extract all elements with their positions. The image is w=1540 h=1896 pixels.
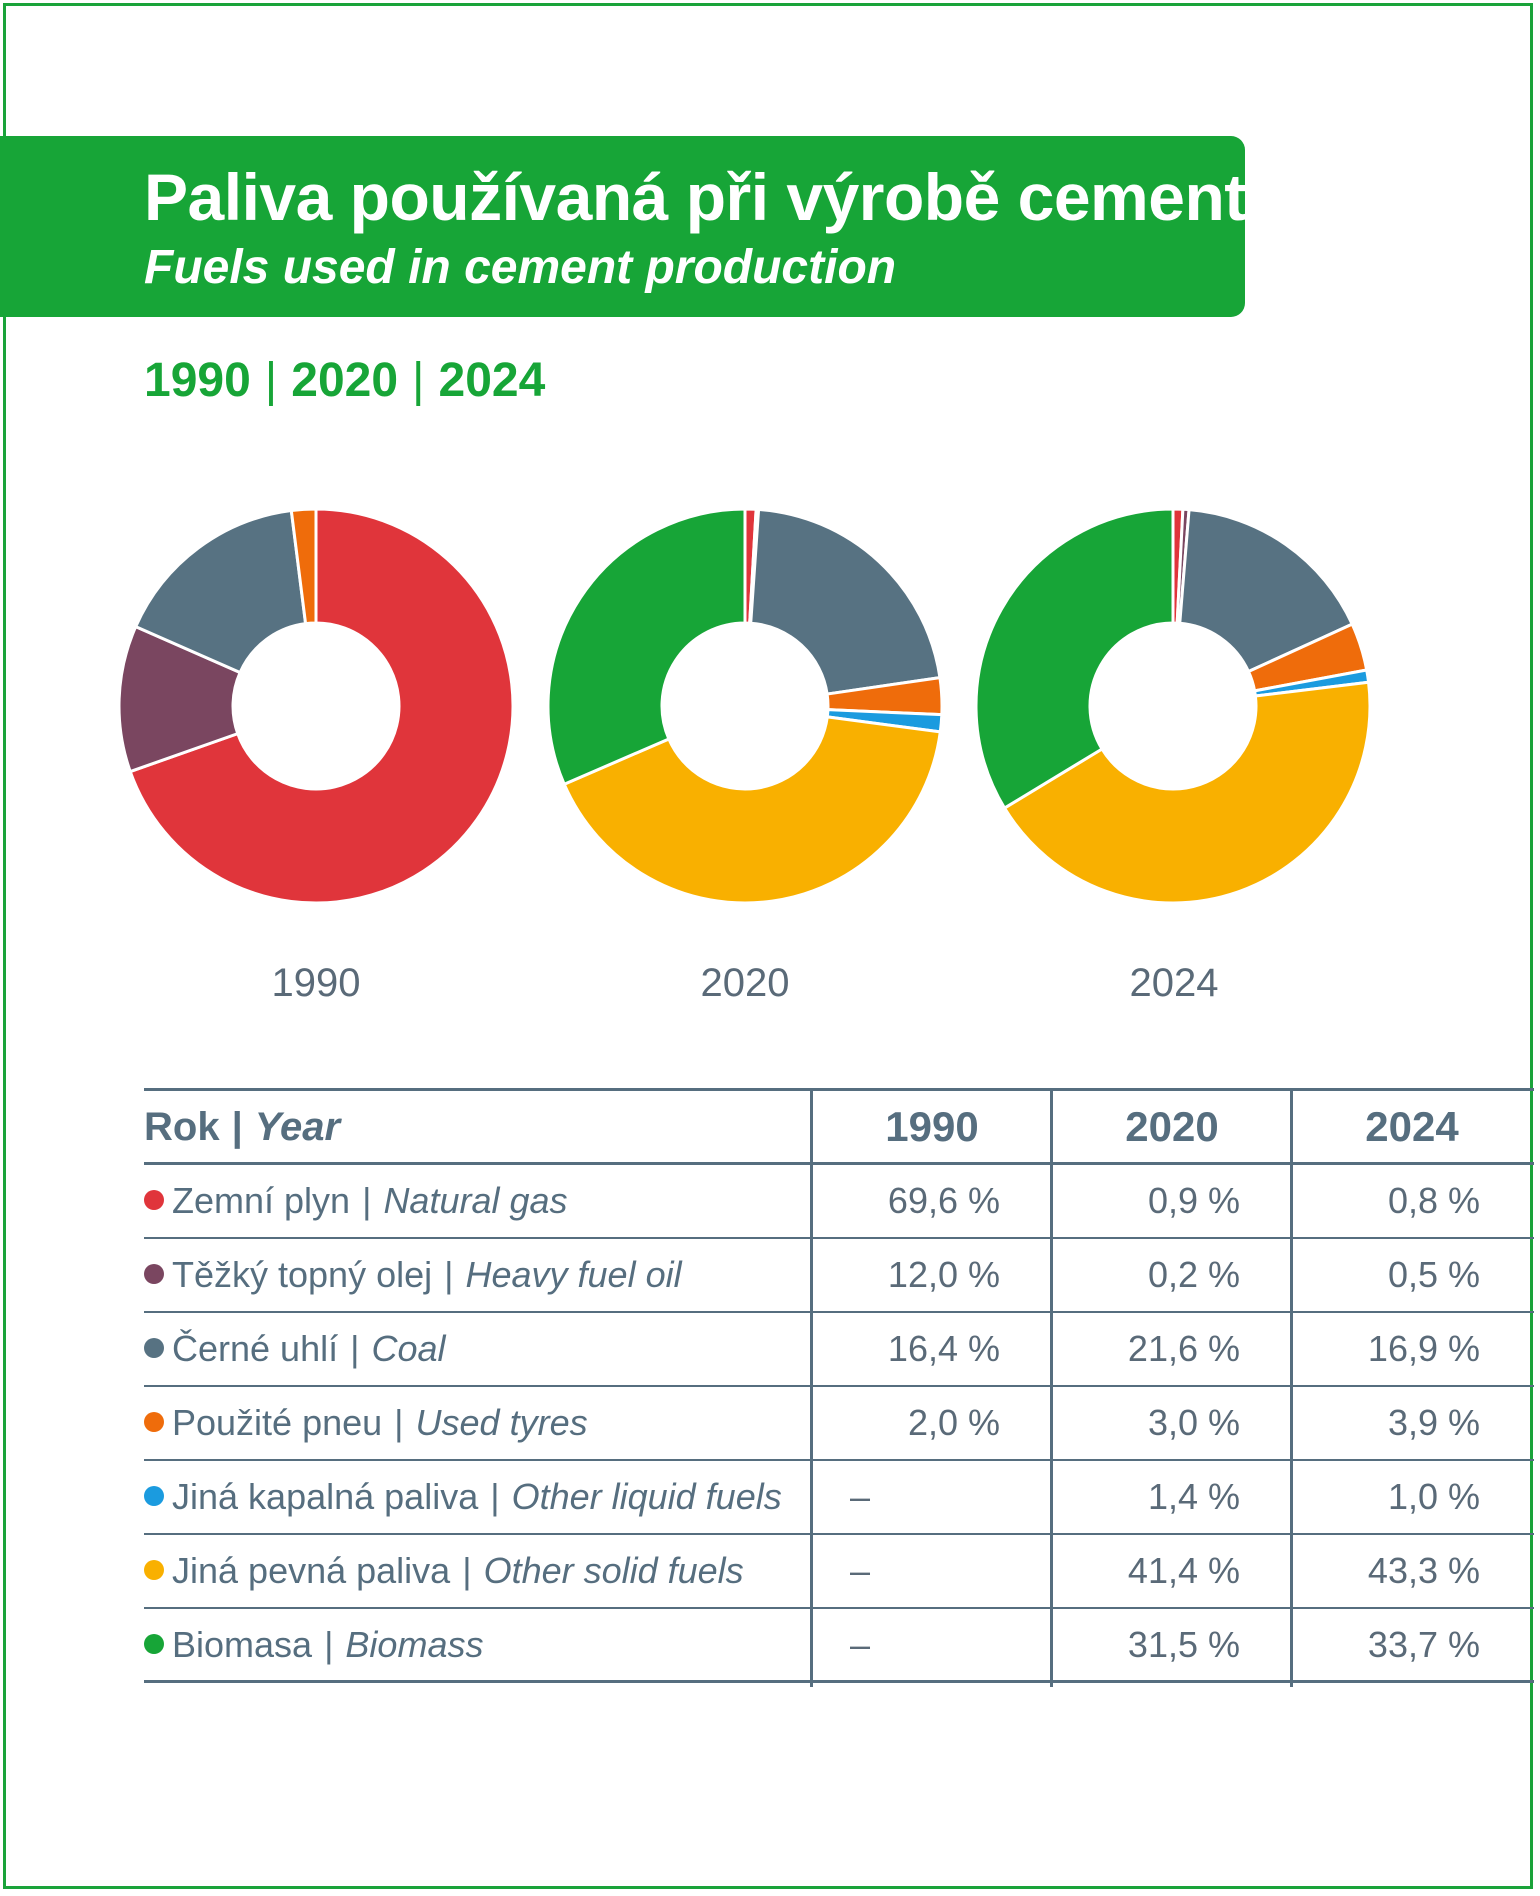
row-label-separator: | <box>362 1180 372 1221</box>
row-label: Jiná pevná paliva | Other solid fuels <box>144 1535 744 1607</box>
row-label-separator: | <box>394 1402 404 1443</box>
cell-1990: 69,6 % <box>887 1180 1000 1221</box>
table-header-label: Rok | Year <box>144 1091 340 1163</box>
page-frame <box>3 3 1533 1889</box>
row-label-en: Other liquid fuels <box>511 1476 782 1517</box>
years-heading-separator: | <box>412 354 425 407</box>
row-label-separator: | <box>490 1476 500 1517</box>
row-label: Jiná kapalná paliva | Other liquid fuels <box>144 1461 782 1533</box>
row-label-cz: Biomasa <box>172 1624 313 1665</box>
row-label-cz: Jiná kapalná paliva <box>172 1476 479 1517</box>
header-col-1990: 1990 <box>885 1103 979 1150</box>
cell-2024: 43,3 % <box>1367 1550 1480 1591</box>
title-banner <box>0 136 1245 317</box>
row-label-cz: Černé uhlí <box>172 1328 339 1369</box>
cell-2020: 3,0 % <box>1147 1402 1240 1443</box>
years-heading: 1990 | 2020 | 2024 <box>144 353 545 409</box>
row-label-separator: | <box>462 1550 472 1591</box>
legend-dot-icon <box>144 1264 164 1285</box>
table-row: Biomasa | Biomass – 31,5 % 33,7 % <box>144 1609 1534 1683</box>
cell-2024: 0,5 % <box>1387 1254 1480 1295</box>
table-row: Černé uhlí | Coal 16,4 % 21,6 % 16,9 % <box>144 1313 1534 1387</box>
row-label-en: Coal <box>371 1328 446 1369</box>
legend-dot-icon <box>144 1634 164 1655</box>
table-row: Použité pneu | Used tyres 2,0 % 3,0 % 3,9 % <box>144 1387 1534 1461</box>
donut-charts <box>117 507 1372 905</box>
legend-dot-icon <box>144 1338 164 1359</box>
cell-2020: 0,9 % <box>1147 1180 1240 1221</box>
years-heading-separator: | <box>264 354 278 407</box>
donut-slice-2020-other_solid <box>562 715 942 905</box>
row-label-en: Heavy fuel oil <box>465 1254 682 1295</box>
cell-1990: – <box>849 1476 871 1517</box>
cell-2020: 1,4 % <box>1147 1476 1240 1517</box>
legend-dot-icon <box>144 1486 164 1507</box>
row-label: Černé uhlí | Coal <box>144 1313 446 1385</box>
table-header-row: Rok | Year 1990 2020 2024 <box>144 1091 1534 1165</box>
cell-2020: 41,4 % <box>1127 1550 1240 1591</box>
cell-2024: 3,9 % <box>1387 1402 1480 1443</box>
table-vline <box>810 1091 813 1687</box>
row-label-cz: Jiná pevná paliva <box>172 1550 451 1591</box>
row-label-cz: Těžký topný olej <box>172 1254 433 1295</box>
row-label-separator: | <box>324 1624 334 1665</box>
table-top-rule <box>144 1088 1534 1091</box>
cell-2024: 33,7 % <box>1367 1624 1480 1665</box>
legend-dot-icon <box>144 1560 164 1581</box>
row-label-en: Natural gas <box>383 1180 568 1221</box>
table-row: Jiná kapalná paliva | Other liquid fuels – 1… <box>144 1461 1534 1535</box>
years-heading-2020: 2020 <box>291 354 399 407</box>
cell-1990: 16,4 % <box>887 1328 1000 1369</box>
table-row: Těžký topný olej | Heavy fuel oil 12,0 % 0,2… <box>144 1239 1534 1313</box>
cell-2024: 1,0 % <box>1387 1476 1480 1517</box>
row-label-en: Biomass <box>345 1624 484 1665</box>
table-row: Jiná pevná paliva | Other solid fuels – 41,4… <box>144 1535 1534 1609</box>
donut-slice-1990-natural_gas <box>128 507 515 905</box>
cell-2024: 16,9 % <box>1367 1328 1480 1369</box>
donut-slice-2024-other_solid <box>1002 680 1372 905</box>
donut-slice-2020-biomass <box>546 507 747 786</box>
chart-label-2020: 2020 <box>700 961 790 1005</box>
page-subtitle: Fuels used in cement production <box>144 241 897 294</box>
legend-dot-icon <box>144 1412 164 1433</box>
header-separator: | <box>231 1105 243 1149</box>
row-label: Těžký topný olej | Heavy fuel oil <box>144 1239 682 1311</box>
row-label: Biomasa | Biomass <box>144 1609 483 1681</box>
cell-2020: 0,2 % <box>1147 1254 1240 1295</box>
donut-slice-2024-biomass <box>974 507 1175 810</box>
cell-1990: 2,0 % <box>907 1402 1000 1443</box>
row-label: Zemní plyn | Natural gas <box>144 1165 568 1237</box>
row-label-separator: | <box>444 1254 454 1295</box>
legend-dot-icon <box>144 1190 164 1211</box>
table-vline <box>1290 1091 1293 1687</box>
row-label: Použité pneu | Used tyres <box>144 1387 588 1459</box>
cell-2024: 0,8 % <box>1387 1180 1480 1221</box>
row-label-separator: | <box>350 1328 360 1369</box>
header-cz: Rok <box>144 1105 220 1149</box>
row-label-en: Other solid fuels <box>483 1550 744 1591</box>
table-row: Zemní plyn | Natural gas 69,6 % 0,9 % 0,8 % <box>144 1165 1534 1239</box>
years-heading-2024: 2024 <box>438 354 546 407</box>
cell-1990: 12,0 % <box>887 1254 1000 1295</box>
header-col-2024: 2024 <box>1365 1103 1459 1150</box>
donut-slice-1990-used_tyres <box>289 507 318 626</box>
row-label-cz: Zemní plyn <box>172 1180 351 1221</box>
page-title: Paliva používaná při výrobě cementu <box>144 160 1286 234</box>
donut-slice-2024-coal <box>1178 508 1354 674</box>
donut-slice-1990-coal <box>134 509 308 675</box>
cell-2020: 21,6 % <box>1127 1328 1240 1369</box>
row-label-cz: Použité pneu <box>172 1402 383 1443</box>
cell-1990: – <box>849 1550 871 1591</box>
header-col-2020: 2020 <box>1125 1103 1219 1150</box>
donut-slice-2020-coal <box>749 507 942 696</box>
header-en: Year <box>254 1105 341 1149</box>
chart-label-2024: 2024 <box>1129 961 1219 1005</box>
years-heading-1990: 1990 <box>144 354 251 407</box>
row-label-en: Used tyres <box>415 1402 588 1443</box>
chart-label-1990: 1990 <box>271 961 361 1005</box>
cell-2020: 31,5 % <box>1127 1624 1240 1665</box>
cell-1990: – <box>849 1624 871 1665</box>
table-vline <box>1050 1091 1053 1687</box>
